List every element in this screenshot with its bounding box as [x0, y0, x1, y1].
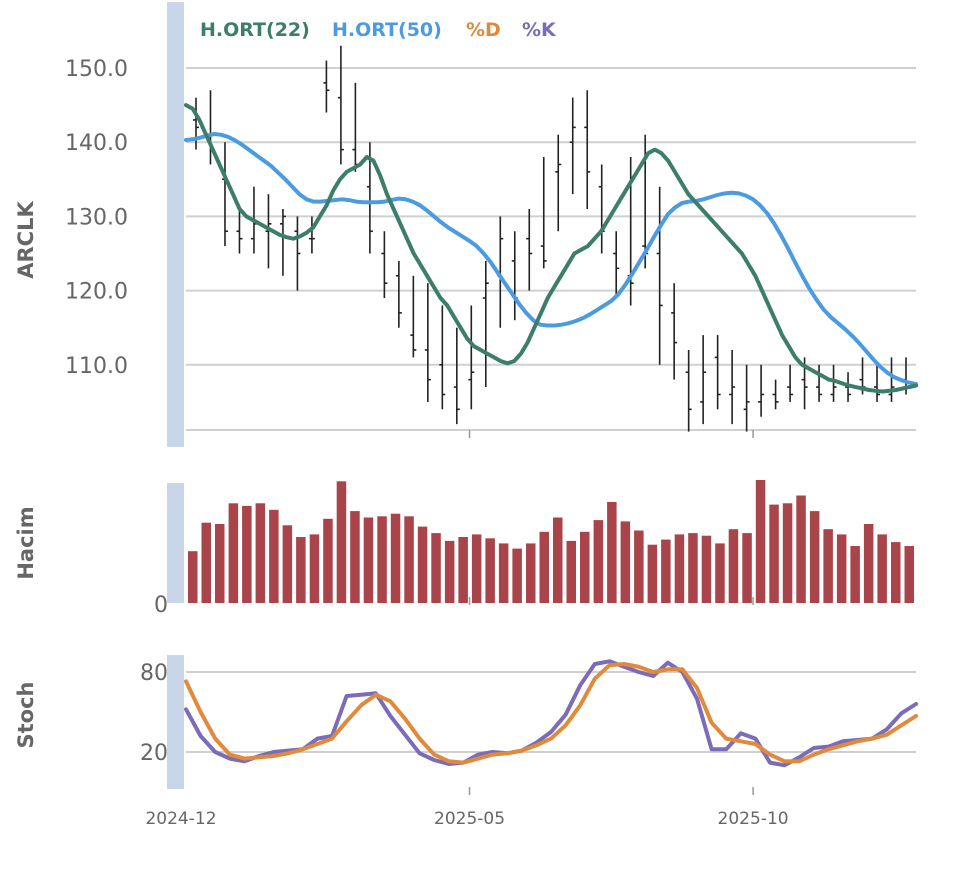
- volume-bar: [742, 533, 752, 603]
- stoch-tick-label: 20: [140, 741, 168, 766]
- price-tick-labels: 110.0 120.0 130.0 140.0 150.0: [65, 57, 128, 379]
- price-tick-label: 150.0: [65, 57, 128, 82]
- legend-k: %K: [522, 19, 557, 41]
- volume-bar: [539, 531, 549, 603]
- volume-bar: [661, 539, 671, 603]
- volume-bar: [809, 511, 820, 603]
- stoch-tick-label: 80: [140, 661, 168, 686]
- volume-bar: [553, 517, 563, 603]
- volume-bar: [782, 503, 793, 603]
- volume-bar: [607, 502, 617, 603]
- volume-bar: [850, 546, 860, 603]
- volume-bar: [755, 480, 766, 603]
- volume-bar: [404, 516, 414, 603]
- volume-bar: [485, 538, 495, 603]
- volume-bar: [580, 531, 590, 603]
- volume-bar: [877, 534, 887, 603]
- x-tick-label: 2025-10: [718, 809, 789, 829]
- legend-d: %D: [466, 19, 501, 41]
- ma50-line: [184, 132, 918, 387]
- volume-bar: [823, 529, 833, 603]
- volume-bar: [417, 526, 428, 603]
- price-tick-label: 140.0: [65, 131, 128, 156]
- volume-bar: [444, 540, 455, 603]
- price-grid: [186, 67, 916, 431]
- volume-bar: [526, 543, 536, 603]
- volume-bar: [674, 534, 685, 603]
- volume-bar: [620, 521, 631, 603]
- price-ylabel: ARCLK: [14, 201, 38, 279]
- volume-bar: [796, 495, 806, 603]
- x-tick-labels: 2024-12 2025-05 2025-10: [145, 809, 788, 829]
- volume-bar: [566, 540, 576, 603]
- ma22-line: [184, 103, 918, 394]
- volume-ylabel: Hacim: [14, 506, 38, 579]
- price-tick-label: 130.0: [65, 205, 128, 230]
- volume-bar: [350, 511, 360, 603]
- legend-ma22: H.ORT(22): [200, 19, 310, 41]
- stoch-panel-accent: [167, 655, 184, 789]
- volume-bar: [688, 533, 698, 603]
- stoch-grid: [186, 671, 916, 753]
- volume-bars: [188, 480, 914, 603]
- volume-bar: [255, 503, 266, 603]
- volume-bar: [769, 504, 779, 603]
- volume-bar: [836, 534, 847, 603]
- volume-bar: [242, 505, 252, 603]
- volume-bar: [634, 530, 644, 603]
- volume-bar: [363, 517, 374, 603]
- ohlc-bars: [193, 45, 909, 432]
- volume-bar: [891, 542, 901, 603]
- moving-averages: [184, 103, 918, 394]
- volume-bar: [701, 535, 712, 603]
- volume-bar: [228, 503, 239, 603]
- price-panel-accent: [167, 2, 184, 447]
- volume-bar: [188, 551, 198, 603]
- legend-ma50: H.ORT(50): [332, 19, 442, 41]
- volume-bar: [593, 520, 604, 603]
- volume-bar: [282, 525, 293, 603]
- volume-bar: [390, 513, 401, 603]
- volume-bar: [904, 546, 914, 603]
- x-axis-ticks: [468, 430, 754, 795]
- volume-bar: [309, 534, 320, 603]
- stoch-ylabel: Stoch: [14, 682, 38, 749]
- volume-bar: [471, 534, 482, 603]
- price-tick-label: 110.0: [65, 354, 128, 379]
- stoch-d-line: [184, 662, 918, 765]
- volume-bar: [201, 522, 211, 603]
- stoch-lines: [184, 659, 918, 768]
- volume-bar: [728, 529, 739, 603]
- volume-bar: [336, 481, 347, 603]
- volume-tick-label: 0: [154, 593, 168, 618]
- x-tick-label: 2024-12: [145, 809, 216, 829]
- volume-bar: [498, 543, 509, 603]
- volume-bar: [323, 518, 333, 603]
- volume-bar: [715, 543, 725, 603]
- price-tick-label: 120.0: [65, 280, 128, 305]
- volume-bar: [269, 509, 279, 603]
- volume-bar: [431, 533, 441, 603]
- legend: H.ORT(22) H.ORT(50) %D %K: [200, 19, 557, 41]
- volume-bar: [377, 516, 387, 603]
- volume-bar: [647, 544, 658, 603]
- volume-bar: [512, 548, 522, 603]
- volume-bar: [863, 524, 874, 603]
- volume-tick-labels: 0: [154, 593, 168, 618]
- volume-bar: [296, 537, 306, 603]
- volume-bar: [458, 537, 468, 603]
- volume-bar: [215, 524, 225, 603]
- x-tick-label: 2025-05: [434, 809, 505, 829]
- volume-panel-accent: [167, 483, 184, 603]
